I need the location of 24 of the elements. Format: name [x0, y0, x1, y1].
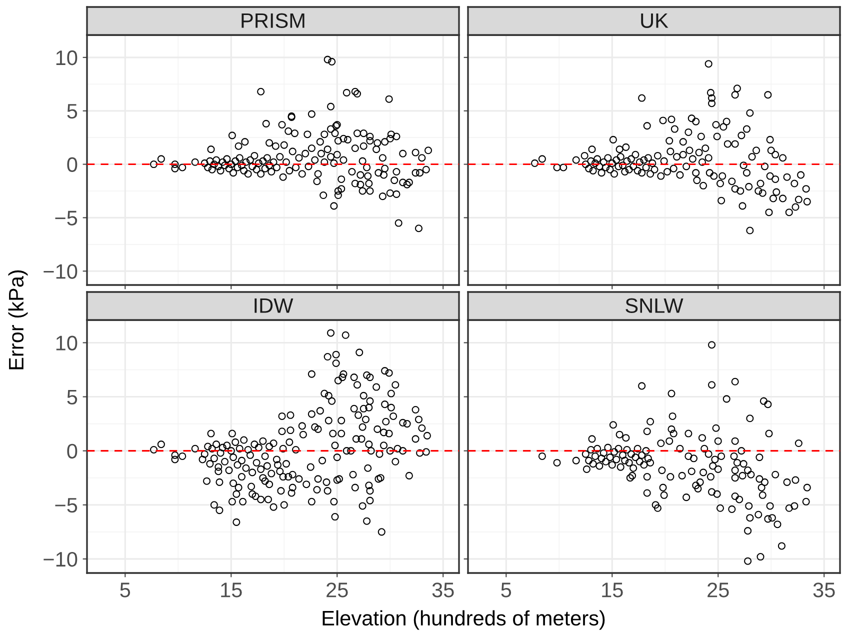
x-tick-label: 25 [326, 582, 348, 598]
y-tick-label: −5 [55, 498, 78, 513]
y-tick-label: 5 [67, 104, 78, 119]
x-tick-label: 15 [221, 582, 242, 598]
y-tick-label: 0 [67, 157, 78, 172]
chart-title: PRISM [242, 13, 304, 28]
x-tick-label: 35 [813, 582, 835, 598]
x-tick-label: 15 [602, 582, 623, 598]
y-tick-label: −10 [44, 552, 78, 567]
x-tick-label: 35 [432, 582, 454, 598]
chart-title: IDW [254, 298, 294, 313]
y-tick-label: −5 [55, 210, 78, 226]
chart-title: SNLW [626, 298, 684, 313]
chart-title: UK [641, 13, 668, 28]
x-axis-title: Elevation (hundreds of meters) [322, 610, 605, 630]
y-tick-label: 5 [67, 390, 78, 405]
x-tick-label: 5 [120, 582, 130, 598]
y-tick-label: 0 [67, 444, 78, 459]
y-tick-label: −10 [44, 264, 78, 279]
x-tick-label: 5 [501, 582, 512, 598]
y-tick-label: 10 [56, 50, 78, 66]
x-tick-label: 25 [708, 582, 729, 598]
y-tick-label: 10 [56, 336, 78, 350]
y-axis-title: Error (kPa) [8, 270, 28, 370]
